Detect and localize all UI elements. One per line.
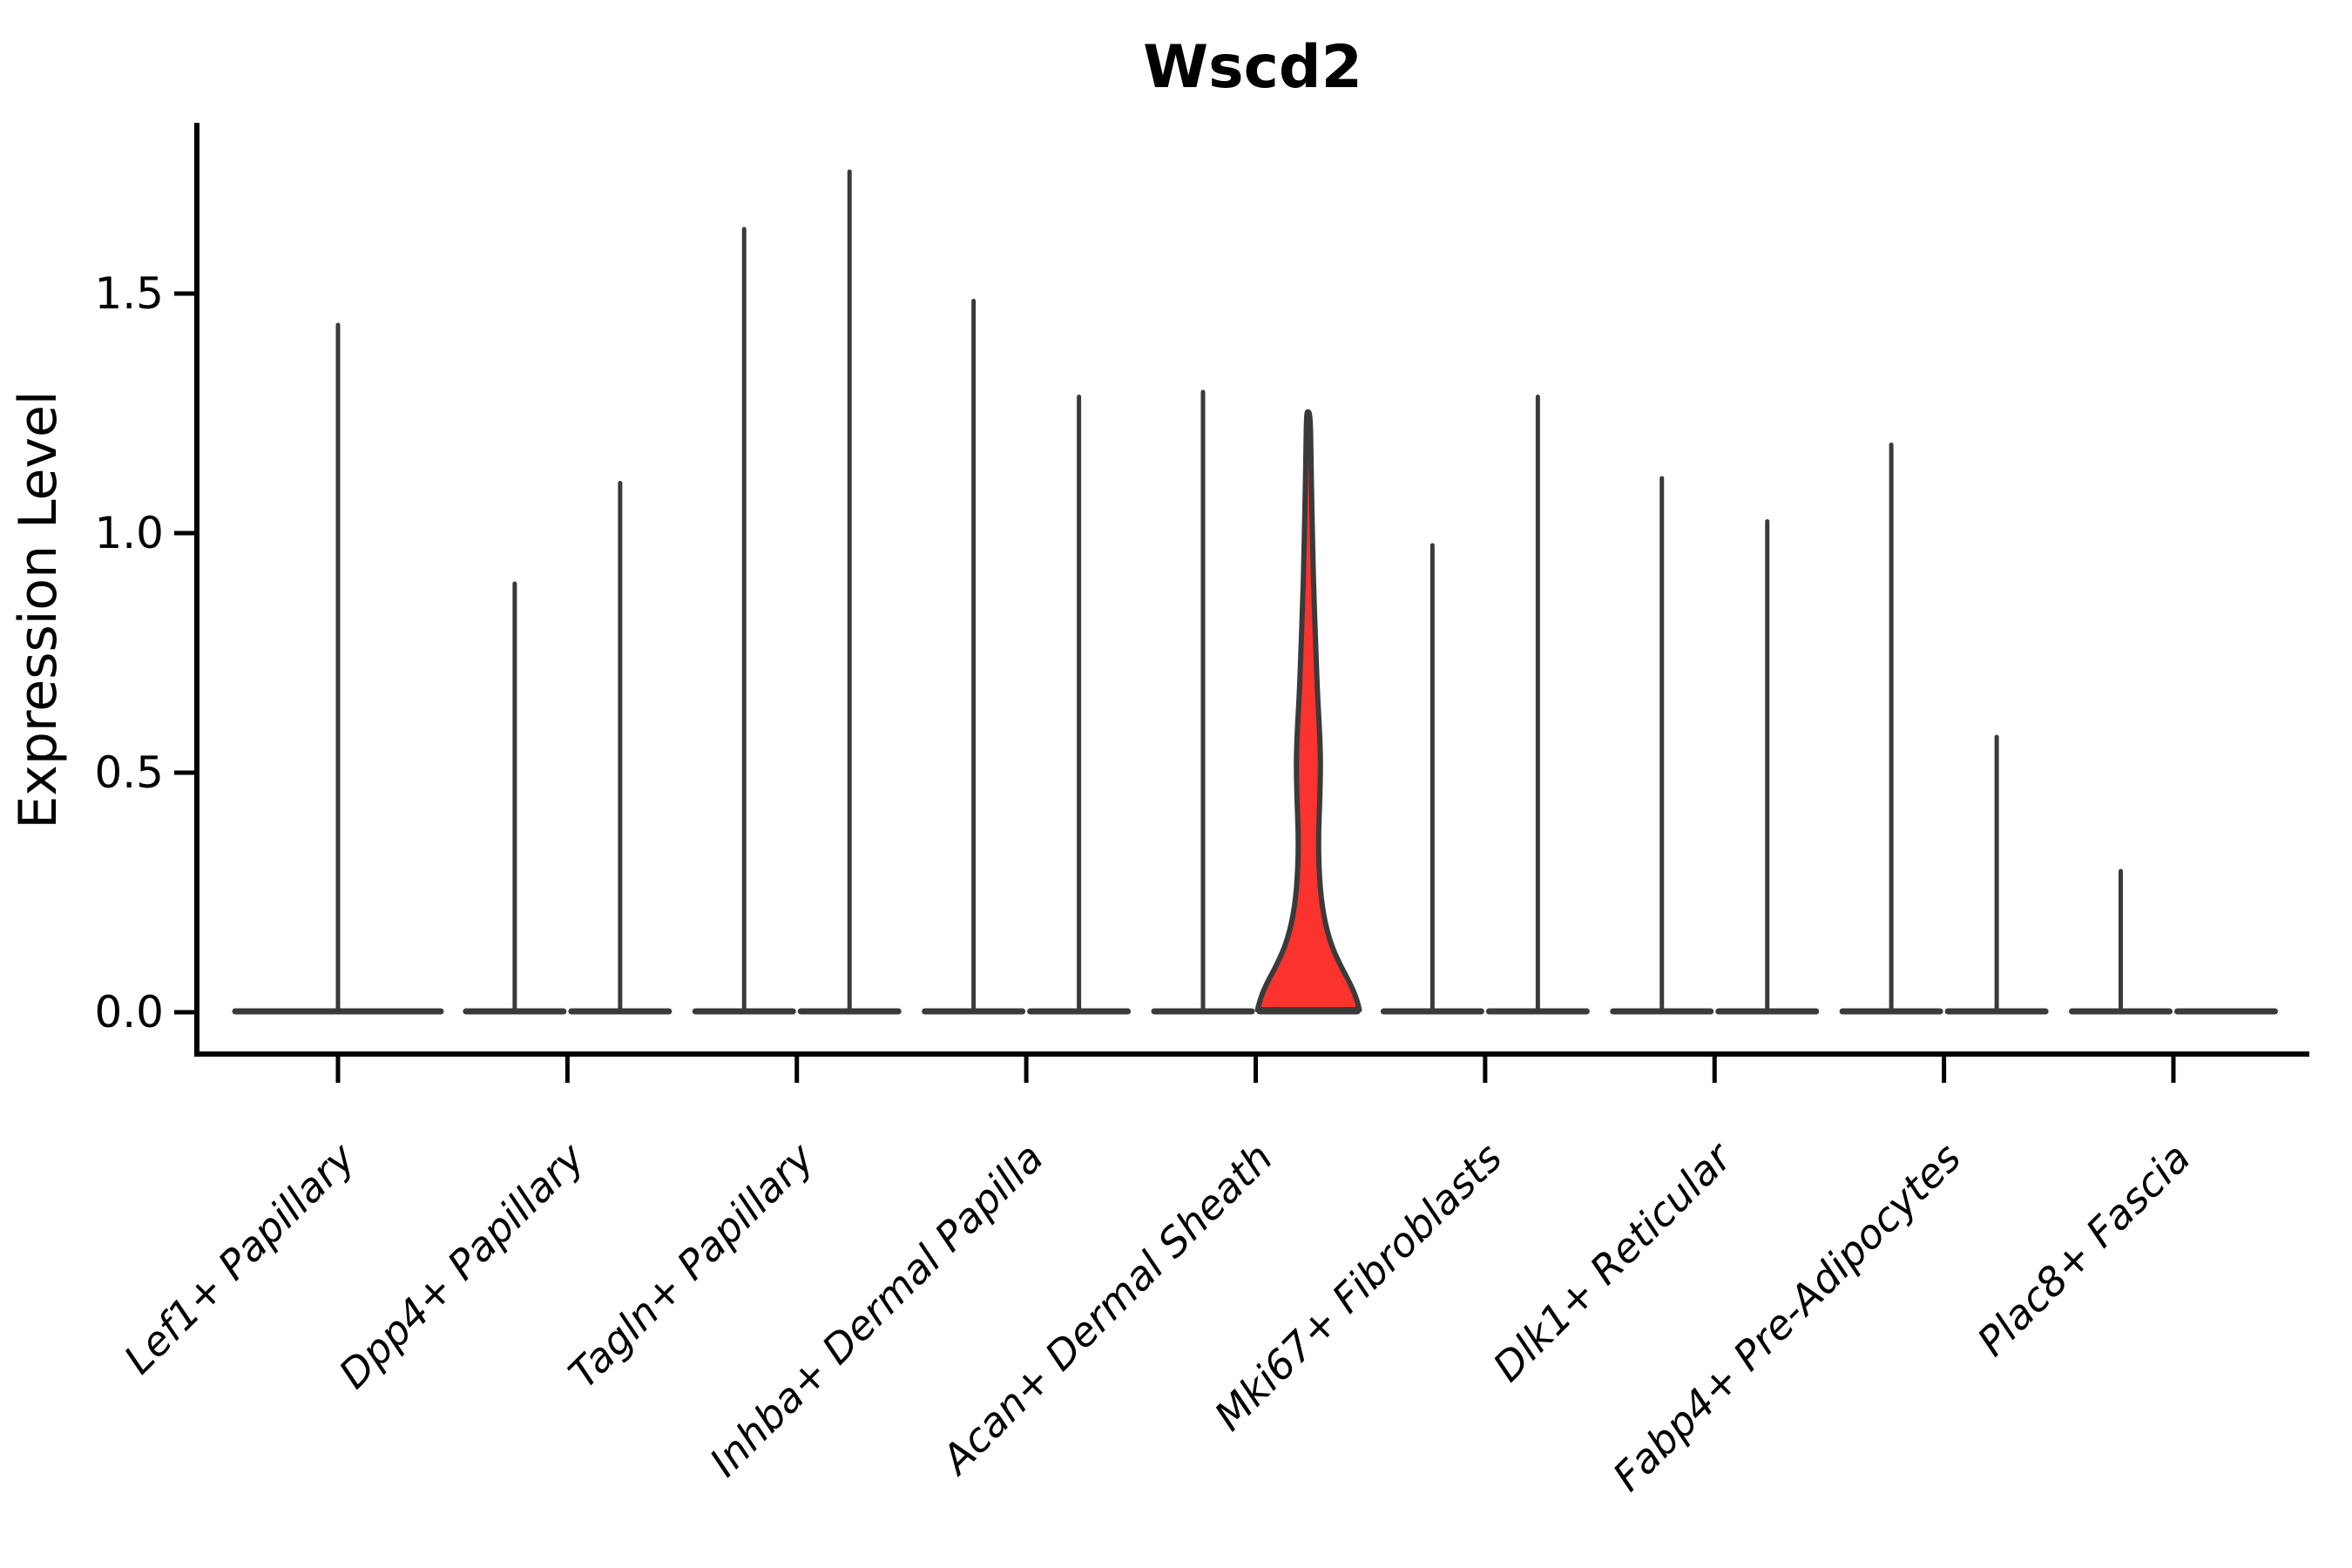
x-tick-label: Plac8+ Fascia [1968,1134,2199,1365]
y-axis-label: Expression Level [8,390,69,828]
y-tick-label: 1.0 [94,508,164,558]
x-tick-label: Dlk1+ Reticular [1484,1132,1742,1390]
y-tick-label: 0.0 [94,987,164,1037]
x-tick-label: Lef1+ Papillary [115,1133,364,1382]
violins-layer [232,169,2278,1015]
x-tick-label: Tagln+ Papillary [559,1133,823,1397]
y-tick-label: 1.5 [94,268,164,319]
chart-title: Wscd2 [1143,33,1362,102]
x-tick-label: Dpp4+ Papillary [329,1133,593,1397]
y-tick-label: 0.5 [94,747,164,798]
y-axis: 0.0 0.5 1.0 1.5 [94,268,194,1037]
highlighted-violin [1254,409,1362,1013]
